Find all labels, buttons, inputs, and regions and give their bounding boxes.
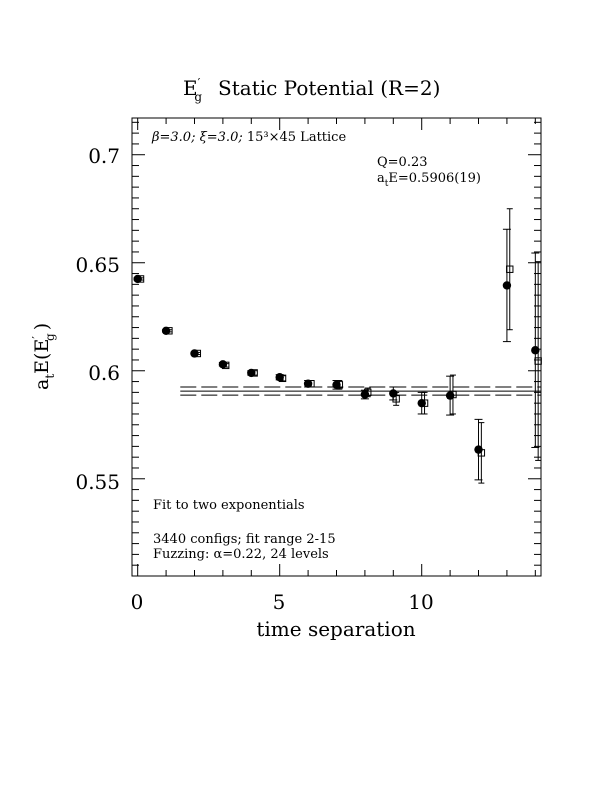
lattice-size: 15³×45 Lattice [247,130,347,145]
lattice-subtitle: β=3.0; ξ=3.0; 15³×45 Lattice [151,130,346,145]
y-label-close: ) [31,323,53,330]
fit-energy-t: t [385,179,389,189]
fit-note: Fit to two exponentials [153,498,305,513]
data-point-square [165,327,173,335]
x-tick-label: 5 [273,590,286,614]
fit-energy: atE=0.5906(19) [377,171,481,189]
fit-energy-a: a [377,171,385,186]
data-point-square [534,357,542,365]
data-point-square [307,380,315,388]
configs-note: 3440 configs; fit range 2-15 [153,532,336,547]
data-point-circle [502,281,512,290]
data-point-square [136,275,145,283]
title-rest: Static Potential (R=2) [218,76,440,100]
x-axis-label: time separation [256,617,415,641]
fuzzing-note: Fuzzing: α=0.22, 24 levels [153,547,329,562]
data-point-square [278,374,287,383]
y-axis-label: atE(E′g) [30,323,57,390]
title-prime: ′ [198,76,201,90]
y-label-prime: ′ [30,336,44,339]
chart-title: E′ g Static Potential (R=2) [183,76,440,104]
data-point-square [420,399,429,407]
title-sub: g [194,90,202,104]
xi-param: ξ=3.0; [200,130,243,145]
fit-band [180,386,541,396]
y-label-a: a [31,379,53,390]
y-tick-label: 0.6 [88,361,120,385]
data-point-square [477,449,486,457]
y-tick-label: 0.65 [75,253,120,277]
data-point-square [449,390,457,399]
data-point-square [222,361,230,370]
x-tick-label: 10 [408,590,433,614]
data-point-circle [531,346,540,355]
data-point-square [364,388,372,397]
x-tick-label: 0 [131,590,144,614]
y-tick-label: 0.55 [75,470,120,494]
fit-energy-value: E=0.5906(19) [388,171,481,186]
data-point-square [250,369,258,377]
q-value: Q=0.23 [377,155,428,170]
y-label-e: E(E [31,339,53,374]
data-points [133,208,542,484]
y-tick-label: 0.7 [88,144,120,168]
data-point-square [335,381,344,389]
data-point-square [392,395,400,403]
title-main: E [183,76,198,100]
y-label-t: t [43,374,57,379]
y-label-g: g [43,333,57,341]
data-point-square [193,349,202,358]
beta-param: β=3.0; [151,130,195,145]
data-point-square [506,265,514,273]
